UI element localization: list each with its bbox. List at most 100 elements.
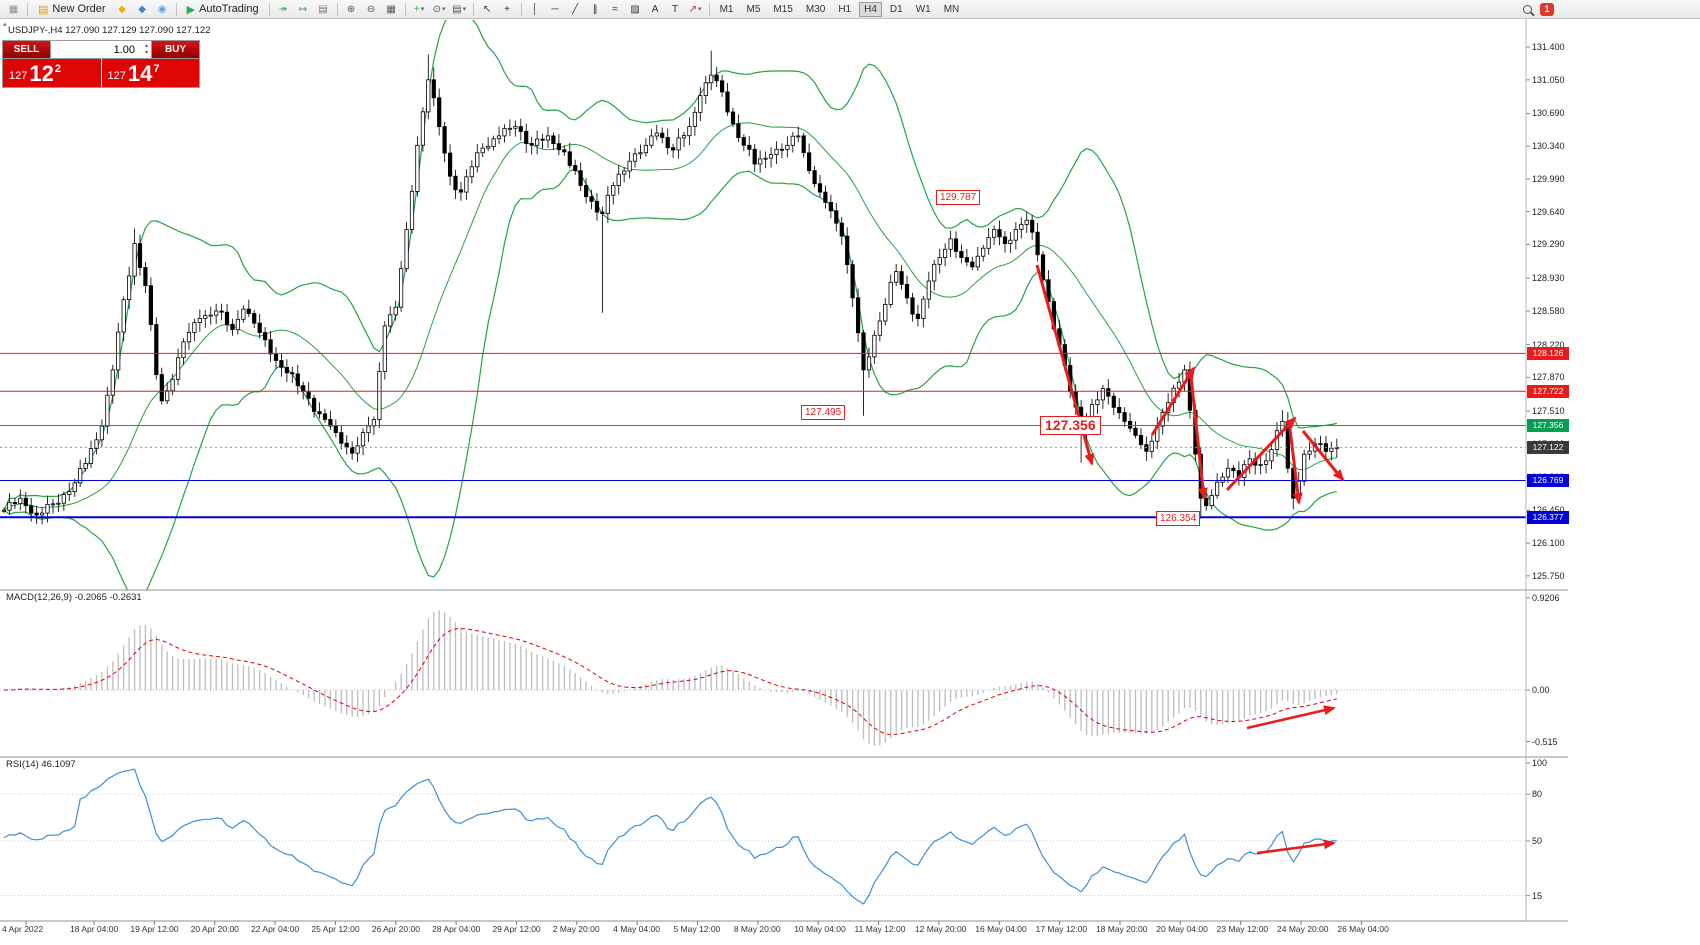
time-axis-label: 17 May 12:00 [1035, 924, 1088, 934]
auto-scroll-icon[interactable]: ↠ [274, 1, 293, 17]
spinner-up-icon[interactable]: ▴ [144, 43, 148, 49]
timeframe-button-h4[interactable]: H4 [859, 1, 882, 17]
periods-dropdown[interactable]: ⊙ ▾ [430, 1, 449, 17]
symbol-ohlc-info: USDJPY-,H4 127.090 127.129 127.090 127.1… [8, 25, 211, 36]
fibonacci-icon: ≈ [612, 3, 618, 15]
horizontal-line-icon: ─ [551, 3, 559, 15]
vertical-line-icon[interactable]: │ [526, 1, 545, 17]
timeframe-button-m1[interactable]: M1 [719, 3, 734, 15]
toolbar-separator [27, 2, 28, 16]
price-axis-tick: 130.340 [1532, 141, 1565, 152]
metaeditor-icon: ◆ [118, 3, 126, 15]
chart-list-icon[interactable]: ▤ [314, 1, 333, 17]
label-icon[interactable]: T [666, 1, 685, 17]
time-axis-label: 2 May 20:00 [552, 924, 600, 934]
annotation-price-label[interactable]: 127.495 [801, 405, 846, 420]
templates-dropdown[interactable]: ▤ ▾ [450, 1, 469, 17]
timeframe-button-m30[interactable]: M30 [805, 3, 826, 15]
toolbar-right-group: 1 [1523, 2, 1554, 16]
timeframe-button-d1[interactable]: D1 [889, 3, 903, 15]
horizontal-line-icon[interactable]: ─ [546, 1, 565, 17]
price-axis-label-box: 128.126 [1527, 346, 1569, 360]
time-axis-label: 29 Apr 12:00 [492, 924, 541, 934]
chart-window-icon[interactable]: ▦ [4, 1, 23, 17]
volume-input[interactable]: 1.00 ▴ ▾ [50, 41, 152, 58]
signals-icon[interactable]: ◉ [153, 1, 172, 17]
time-axis-label: 25 Apr 12:00 [311, 924, 360, 934]
chevron-down-icon: ▾ [462, 6, 467, 13]
channel-icon[interactable]: ∥ [586, 1, 605, 17]
metaeditor-icon[interactable]: ◆ [113, 1, 132, 17]
rsi-indicator-label: RSI(14) 46.1097 [6, 759, 76, 770]
signals-icon: ◉ [157, 3, 167, 15]
trendline-icon[interactable]: ╱ [566, 1, 585, 17]
zoom-out-icon[interactable]: ⊖ [362, 1, 381, 17]
timeframe-button-m15[interactable]: M15 [773, 3, 793, 15]
periods-dropdown: ⊙ [432, 3, 442, 15]
channel-icon: ∥ [592, 3, 598, 15]
macd-axis-label: 0.00 [1532, 685, 1550, 695]
price-axis-tick: 129.290 [1532, 239, 1565, 250]
buy-price[interactable]: 127 14 7 [101, 59, 199, 87]
autotrading-button[interactable]: ▶ AutoTrading [181, 1, 265, 17]
annotation-price-label[interactable]: 127.356 [1040, 416, 1101, 435]
price-axis-tick: 128.580 [1532, 305, 1565, 316]
chevron-down-icon: ▾ [442, 6, 446, 13]
add-indicator-dropdown[interactable]: + ▾ [410, 1, 429, 17]
timeframe-button-w1[interactable]: W1 [915, 3, 931, 15]
chart-list-icon: ▤ [318, 3, 328, 15]
annotation-price-label[interactable]: 129.787 [936, 190, 981, 205]
sell-price-sup: 2 [54, 63, 61, 75]
cursor-icon[interactable]: ↖ [478, 1, 497, 17]
timeframe-button-mn[interactable]: MN [943, 3, 960, 15]
text-icon: A [651, 3, 659, 15]
chart-shift-icon[interactable]: ↦ [294, 1, 313, 17]
tile-windows-icon: ▦ [386, 3, 396, 15]
annotation-price-label[interactable]: 126.354 [1156, 511, 1201, 526]
toolbar-separator [404, 2, 406, 16]
crosshair-icon[interactable]: + [498, 1, 517, 17]
zoom-in-icon[interactable]: ⊕ [342, 1, 361, 17]
arrows-icon[interactable]: ↗ ▾ [686, 1, 705, 17]
fibonacci-icon[interactable]: ≈ [606, 1, 625, 17]
time-axis-label: 20 Apr 20:00 [190, 924, 239, 934]
time-axis-label: 18 May 20:00 [1095, 924, 1148, 934]
timeframe-button-m5[interactable]: M5 [746, 3, 761, 15]
new-order-button[interactable]: ▤ New Order [32, 1, 112, 17]
notification-badge[interactable]: 1 [1540, 2, 1554, 16]
market-icon: ◆ [138, 3, 146, 15]
time-axis-label: 23 May 12:00 [1216, 924, 1269, 934]
volume-value: 1.00 [113, 43, 135, 56]
price-axis-label-box: 127.122 [1527, 440, 1569, 454]
timeframe-button-h1[interactable]: H1 [838, 3, 852, 15]
volume-spinner[interactable]: ▴ ▾ [145, 43, 148, 57]
text-icon[interactable]: A [646, 1, 665, 17]
trendline-icon: ╱ [572, 3, 579, 15]
time-axis-label: 4 May 04:00 [613, 924, 660, 934]
auto-scroll-icon: ↠ [278, 3, 288, 15]
tile-windows-icon[interactable]: ▦ [382, 1, 401, 17]
one-click-collapse-icon[interactable]: ▴ [3, 21, 7, 28]
price-axis-label-box: 126.377 [1527, 510, 1569, 524]
price-axis-tick: 126.450 [1532, 505, 1565, 515]
sell-price[interactable]: 127 12 2 [3, 59, 102, 87]
toolbar-separator [520, 2, 522, 16]
buy-price-sup: 7 [153, 63, 160, 75]
shapes-icon[interactable]: ▨ [626, 1, 645, 17]
sell-price-prefix: 127 [9, 70, 28, 82]
time-axis-label: 26 Apr 20:00 [371, 924, 420, 934]
templates-dropdown: ▤ [452, 3, 462, 15]
market-icon[interactable]: ◆ [133, 1, 152, 17]
time-axis-label: 8 May 20:00 [733, 924, 781, 934]
time-axis-label: 10 May 04:00 [794, 924, 846, 934]
chevron-down-icon: ▾ [698, 6, 702, 13]
toolbar-separator [268, 2, 270, 16]
sell-button[interactable]: SELL [3, 41, 50, 58]
toolbar-separator [708, 2, 710, 16]
spinner-down-icon[interactable]: ▾ [144, 50, 148, 56]
search-icon[interactable] [1523, 4, 1532, 14]
chevron-down-icon: ▾ [420, 6, 425, 13]
buy-button[interactable]: BUY [152, 41, 199, 58]
